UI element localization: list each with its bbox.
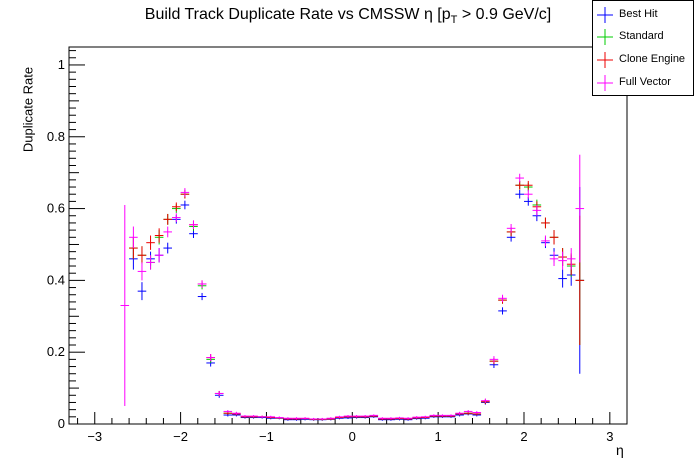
- legend-item-best-hit: Best Hit: [593, 3, 693, 25]
- y-tick-label: 0.6: [47, 201, 65, 216]
- legend-mark-best-hit: [597, 7, 613, 23]
- x-tick-label: 2: [520, 429, 527, 444]
- legend-mark-standard: [597, 29, 613, 45]
- x-tick-label: −1: [259, 429, 274, 444]
- x-tick-label: 1: [435, 429, 442, 444]
- chart-title-tail: > 0.9 GeV/c]: [457, 6, 552, 23]
- x-tick-label: 0: [349, 429, 356, 444]
- y-tick-label: 0.8: [47, 129, 65, 144]
- legend-label-standard: Standard: [619, 30, 664, 42]
- chart-title-main: Build Track Duplicate Rate vs CMSSW η [p: [144, 6, 451, 23]
- y-tick-label: 0.2: [47, 344, 65, 359]
- legend-label-full-vector: Full Vector: [619, 76, 671, 88]
- y-tick-label: 1: [58, 57, 65, 72]
- y-axis-label: Duplicate Rate: [20, 66, 36, 153]
- y-tick-label: 0: [58, 416, 65, 431]
- legend-label-clone-engine: Clone Engine: [619, 53, 686, 65]
- legend-item-standard: Standard: [593, 25, 693, 47]
- legend-item-full-vector: Full Vector: [593, 71, 693, 93]
- x-axis-label: η: [616, 442, 624, 458]
- legend-item-clone-engine: Clone Engine: [593, 48, 693, 70]
- plot-frame: [68, 46, 628, 425]
- legend: Best Hit Standard Clone Engine Full Vect…: [592, 0, 694, 96]
- chart-title-subscript: T: [450, 14, 458, 27]
- legend-mark-clone-engine: [597, 52, 613, 68]
- legend-label-best-hit: Best Hit: [619, 8, 658, 20]
- y-tick-label: 0.4: [47, 272, 65, 287]
- chart-title: Build Track Duplicate Rate vs CMSSW η [p…: [0, 6, 696, 26]
- x-tick-label: 3: [606, 429, 613, 444]
- x-tick-label: −3: [87, 429, 102, 444]
- x-tick-label: −2: [173, 429, 188, 444]
- legend-mark-full-vector: [597, 75, 613, 91]
